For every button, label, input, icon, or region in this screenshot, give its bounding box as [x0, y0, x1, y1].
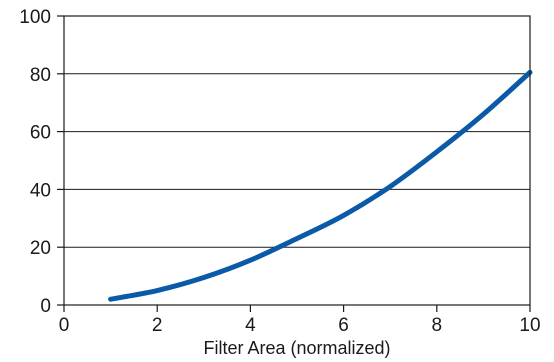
y-tick-label: 40	[30, 180, 51, 201]
x-tick-label: 10	[519, 315, 540, 336]
x-tick-label: 4	[245, 315, 256, 336]
x-tick-label: 6	[338, 315, 349, 336]
x-tick-label: 0	[59, 315, 70, 336]
y-tick-label: 100	[19, 7, 51, 28]
y-tick-label: 80	[30, 65, 51, 86]
series-line-0	[108, 69, 533, 302]
plot-frame	[63, 15, 531, 306]
x-axis-label: Filter Area (normalized)	[203, 338, 390, 358]
y-tick-label: 20	[30, 238, 51, 259]
y-tick-label: 60	[30, 123, 51, 144]
series-group	[108, 69, 533, 302]
x-tick-label: 8	[432, 315, 443, 336]
axis-ticks: 0 20 40 60 80 100 0 2 4 6 8 10	[19, 7, 540, 336]
grid-lines	[64, 73, 530, 248]
x-tick-label: 2	[152, 315, 163, 336]
y-tick-label: 0	[40, 296, 51, 317]
